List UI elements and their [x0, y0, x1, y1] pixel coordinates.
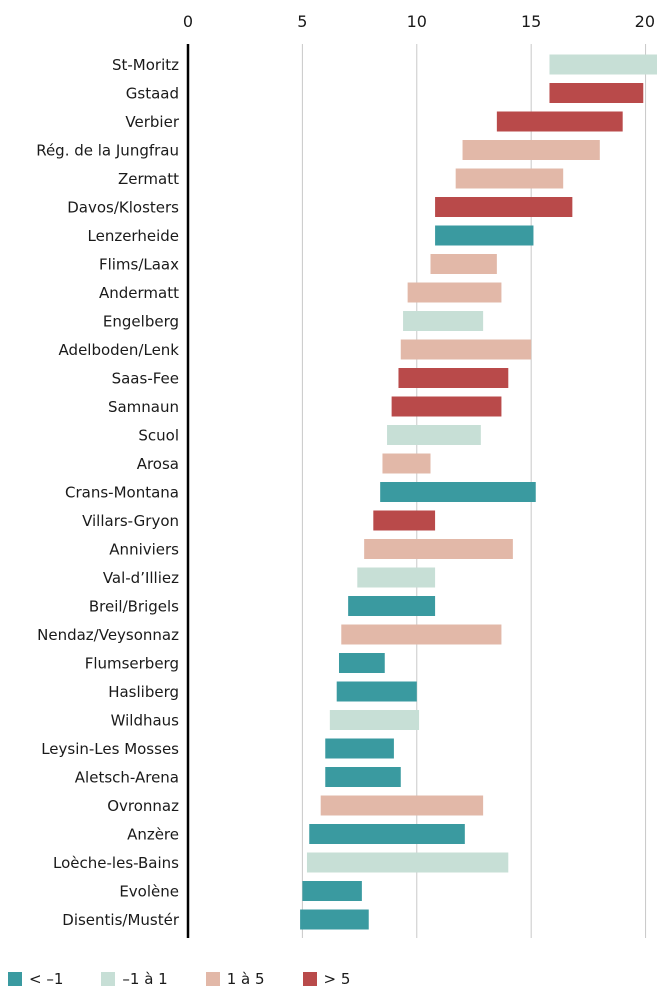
bar	[325, 767, 401, 787]
bar	[336, 681, 417, 702]
legend-item-gt-5: > 5	[302, 970, 351, 988]
category-label: Flims/Laax	[99, 256, 179, 274]
x-tick-label: 10	[407, 12, 427, 31]
legend-item-1-to-5: 1 à 5	[205, 970, 265, 988]
legend: < –1 –1 à 1 1 à 5 > 5	[8, 970, 388, 988]
bar	[306, 852, 509, 873]
category-label: Scuol	[138, 427, 179, 445]
category-label: St-Moritz	[112, 56, 179, 74]
bar	[320, 795, 484, 816]
bar	[380, 482, 536, 502]
bar	[435, 197, 573, 217]
category-label: Verbier	[125, 113, 179, 131]
category-label: Villars-Gryon	[82, 512, 179, 530]
bar	[364, 539, 513, 559]
x-tick-label: 5	[297, 12, 307, 31]
bar	[348, 596, 436, 616]
category-label: Arosa	[137, 455, 179, 473]
bar	[549, 83, 644, 103]
legend-item-minus1-to-1: –1 à 1	[101, 970, 168, 988]
legend-label: < –1	[29, 970, 64, 988]
x-tick-label: 0	[183, 12, 193, 31]
category-label: Loèche-les-Bains	[53, 854, 179, 872]
legend-label: –1 à 1	[122, 970, 168, 988]
bar	[403, 311, 484, 331]
category-label: Ovronnaz	[107, 797, 179, 815]
x-tick-label: 15	[521, 12, 541, 31]
category-label: Gstaad	[126, 85, 179, 103]
bar	[430, 254, 497, 274]
legend-item-lt-minus1: < –1	[8, 970, 63, 988]
category-label: Saas-Fee	[112, 370, 179, 388]
bar	[387, 425, 481, 445]
category-label: Andermatt	[99, 284, 179, 302]
legend-swatch	[205, 972, 220, 986]
category-label: Val-d’Illiez	[103, 569, 179, 587]
bar	[391, 396, 502, 417]
bar	[382, 453, 431, 474]
legend-swatch	[101, 972, 116, 986]
category-label: Anniviers	[109, 541, 179, 559]
category-label: Crans-Montana	[65, 484, 179, 502]
bar	[400, 339, 532, 360]
category-label: Leysin-Les Mosses	[41, 740, 179, 758]
bar	[398, 368, 509, 388]
category-label: Engelberg	[103, 313, 179, 331]
category-label: Nendaz/Veysonnaz	[37, 626, 179, 644]
category-label: Adelboden/Lenk	[59, 341, 180, 359]
bar	[300, 909, 369, 930]
category-label: Breil/Brigels	[89, 598, 179, 616]
x-tick-label: 20	[635, 12, 655, 31]
bar	[407, 282, 502, 303]
bar	[309, 824, 465, 844]
category-label: Wildhaus	[111, 712, 180, 730]
category-label: Lenzerheide	[88, 227, 180, 245]
category-label: Evolène	[119, 883, 179, 901]
bar	[462, 140, 600, 160]
category-label: Davos/Klosters	[67, 199, 179, 217]
legend-label: > 5	[323, 970, 351, 988]
bar	[329, 710, 420, 730]
bar	[435, 225, 534, 246]
category-label: Flumserberg	[85, 655, 179, 673]
bar	[549, 54, 657, 75]
category-label: Hasliberg	[108, 683, 179, 701]
bar	[357, 567, 436, 588]
legend-swatch	[8, 972, 22, 986]
category-label: Samnaun	[108, 398, 179, 416]
bar	[341, 624, 502, 645]
bar	[496, 111, 623, 132]
category-label: Zermatt	[118, 170, 179, 188]
category-label: Anzère	[127, 826, 179, 844]
category-label: Aletsch-Arena	[75, 769, 179, 787]
bar	[338, 653, 385, 673]
legend-swatch	[302, 972, 317, 986]
bar	[455, 168, 564, 189]
bar	[302, 881, 362, 901]
legend-label: 1 à 5	[226, 970, 265, 988]
bar	[373, 510, 436, 531]
bar	[325, 738, 394, 759]
category-label: Rég. de la Jungfrau	[36, 142, 179, 160]
category-label: Disentis/Mustér	[62, 911, 180, 929]
